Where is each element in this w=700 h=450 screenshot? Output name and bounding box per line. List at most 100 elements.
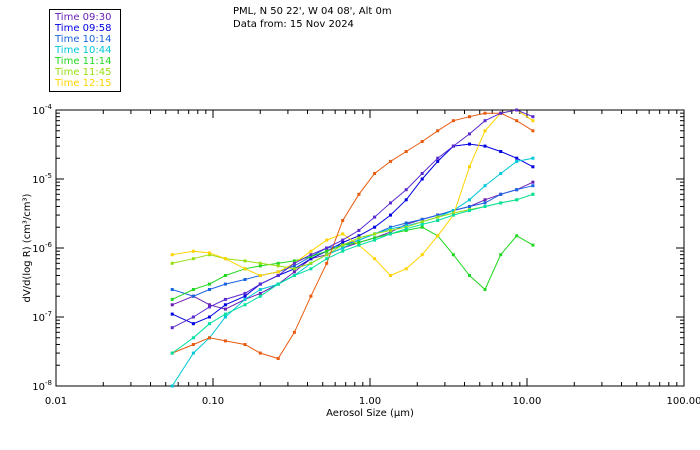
data-point (276, 274, 280, 277)
data-point (170, 261, 174, 265)
data-point (243, 291, 247, 295)
data-point (191, 351, 195, 355)
data-point (531, 180, 535, 184)
data-point (191, 336, 195, 340)
data-point (483, 205, 487, 208)
data-point (483, 119, 487, 123)
data-point (191, 322, 195, 326)
data-point (243, 294, 247, 298)
data-point (468, 142, 471, 146)
legend-entry: Time 09:58 (55, 23, 112, 34)
series-line-7 (172, 112, 534, 360)
y-axis-ticks: 10-4 10-5 10-6 10-7 10-8 (32, 103, 684, 393)
data-point (373, 225, 377, 229)
data-point (292, 330, 296, 334)
data-point (191, 315, 195, 319)
data-point (309, 267, 313, 271)
data-point (531, 129, 535, 133)
data-point (276, 264, 280, 268)
data-point (309, 257, 313, 261)
data-point (170, 303, 174, 307)
data-point (325, 238, 329, 242)
data-point (357, 228, 361, 232)
data-point (404, 227, 408, 231)
legend: Time 09:30 Time 09:58 Time 10:14 Time 10:44… (49, 9, 121, 92)
data-point (420, 140, 424, 143)
data-point (499, 150, 503, 153)
data-point (292, 261, 296, 265)
data-point (483, 111, 487, 115)
data-point (389, 159, 392, 163)
data-point (191, 343, 195, 346)
data-point (357, 192, 361, 196)
data-point (483, 129, 487, 133)
data-point (389, 230, 392, 234)
data-point (208, 315, 211, 319)
data-point (223, 339, 227, 343)
data-point (373, 238, 377, 242)
data-point (451, 253, 455, 257)
data-point (309, 249, 313, 253)
data-point (357, 243, 361, 247)
data-point (341, 243, 345, 247)
data-point (420, 225, 424, 229)
data-point (468, 165, 471, 169)
data-point (389, 274, 392, 277)
data-point (309, 294, 313, 298)
data-point (531, 192, 535, 196)
data-point (170, 326, 174, 330)
data-point (420, 222, 424, 226)
data-point (531, 115, 535, 119)
data-point (451, 211, 455, 215)
data-point (373, 215, 377, 219)
y-tick-label: 10-5 (32, 172, 52, 186)
date-header: Data from: 15 Nov 2024 (233, 19, 354, 30)
data-point (170, 351, 174, 355)
series-line-8 (171, 193, 534, 354)
data-point (223, 297, 227, 301)
x-tick-label: 100.00 (667, 396, 700, 407)
y-tick-label: 10-6 (32, 241, 52, 255)
x-tick-label: 1.00 (359, 396, 381, 407)
data-point (325, 261, 329, 265)
data-point (243, 297, 247, 301)
data-point (258, 351, 262, 355)
data-point (243, 267, 247, 271)
data-point (223, 282, 227, 286)
data-point (436, 159, 440, 163)
data-point (389, 232, 392, 236)
data-point (389, 227, 392, 231)
legend-entry: Time 10:14 (55, 34, 112, 45)
data-point (468, 209, 471, 212)
data-point (191, 249, 195, 253)
data-point (468, 198, 471, 202)
data-point (373, 257, 377, 261)
data-point (223, 315, 227, 319)
data-point (357, 241, 361, 244)
data-point (191, 294, 195, 298)
legend-entry: Time 11:45 (55, 67, 112, 78)
legend-entry: Time 11:14 (55, 56, 112, 67)
data-point (436, 215, 440, 219)
data-point (208, 288, 211, 291)
data-point (170, 297, 174, 301)
data-point (243, 343, 247, 346)
data-point (483, 184, 487, 188)
data-point (531, 156, 535, 160)
data-point (531, 184, 535, 188)
series-line-9 (171, 109, 534, 329)
data-point (420, 220, 424, 224)
y-axis-label: dV/d(log R) (cm³/cm³) (22, 193, 33, 302)
data-point (243, 303, 247, 307)
data-point (515, 108, 519, 112)
data-point (373, 232, 377, 236)
data-point (170, 288, 174, 291)
data-point (483, 201, 487, 205)
data-point (515, 198, 519, 202)
data-point (499, 253, 503, 257)
data-point (499, 201, 503, 205)
x-axis-ticks: 0.01 0.10 1.00 10.00 100.00 (45, 110, 700, 407)
data-point (420, 177, 424, 181)
data-point (373, 172, 377, 175)
